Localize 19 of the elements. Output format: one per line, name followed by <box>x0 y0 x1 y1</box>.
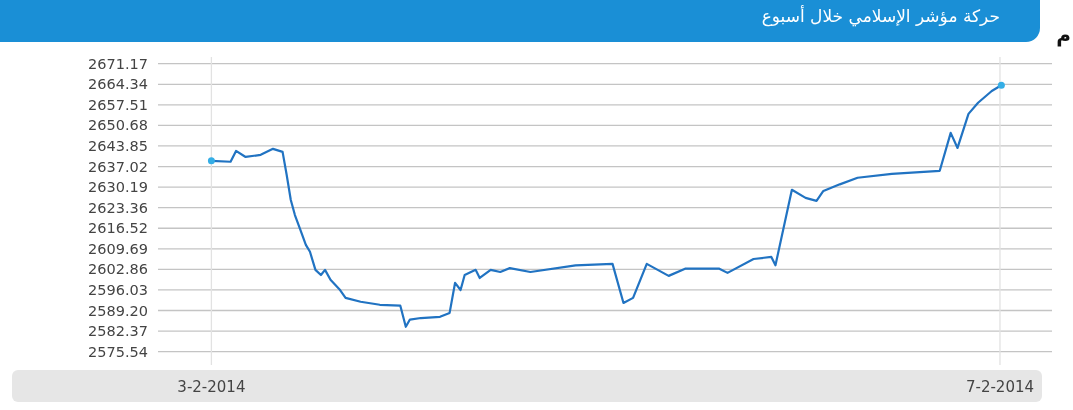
y-tick-label: 2664.34 <box>88 76 148 93</box>
y-tick-label: 2609.69 <box>88 240 148 257</box>
title: حركة مؤشر الإسلامي خلال أسبوع <box>761 6 1000 26</box>
y-tick-label: 2630.19 <box>88 179 148 196</box>
y-tick-label: 2616.52 <box>88 220 148 237</box>
x-tick-label: 3-2-2014 <box>177 378 246 396</box>
y-tick-label: 2637.02 <box>88 158 148 175</box>
y-tick-label: 2657.51 <box>88 96 148 113</box>
y-tick-label: 2623.36 <box>88 199 148 216</box>
y-tick-label: 2671.17 <box>88 55 148 72</box>
y-tick-label: 2596.03 <box>88 281 148 298</box>
y-tick-label: 2643.85 <box>88 137 148 154</box>
y-tick-label: 2582.37 <box>88 323 148 340</box>
y-tick-label: 2650.68 <box>88 117 148 134</box>
y-tick-label: 2602.86 <box>88 261 148 278</box>
text: م <box>1056 23 1071 47</box>
x-tick-label: 7-2-2014 <box>965 378 1035 396</box>
y-tick-label: 2575.54 <box>88 343 148 360</box>
y-tick-label: 2589.20 <box>88 302 148 319</box>
